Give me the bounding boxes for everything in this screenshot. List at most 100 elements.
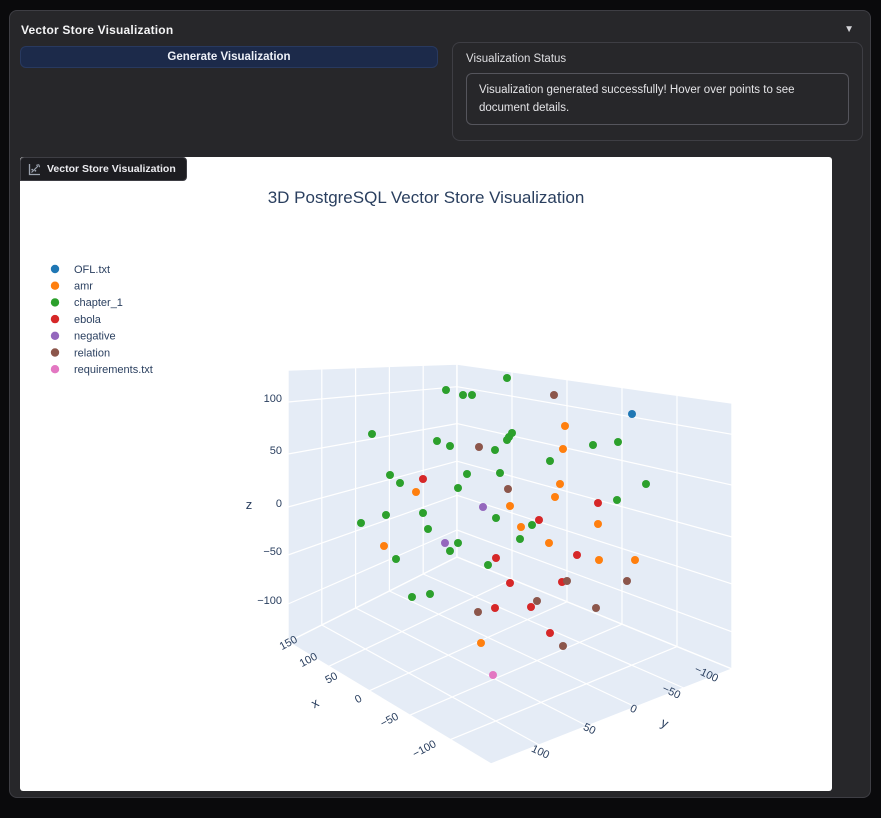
data-point-chapter_1[interactable] (424, 525, 432, 533)
page-title: Vector Store Visualization (21, 23, 174, 37)
scatter-chart-icon (28, 163, 41, 175)
legend-label: requirements.txt (74, 364, 153, 376)
data-point-chapter_1[interactable] (419, 509, 427, 517)
data-point-amr[interactable] (506, 502, 514, 510)
data-point-amr[interactable] (561, 422, 569, 430)
data-point-chapter_1[interactable] (528, 521, 536, 529)
data-point-relation[interactable] (533, 597, 541, 605)
legend-marker-icon (50, 331, 60, 340)
data-point-amr[interactable] (595, 556, 603, 564)
data-point-chapter_1[interactable] (492, 514, 500, 522)
data-point-chapter_1[interactable] (454, 484, 462, 492)
data-point-chapter_1[interactable] (516, 535, 524, 543)
data-point-chapter_1[interactable] (408, 593, 416, 601)
legend-item-amr[interactable]: amr (50, 281, 93, 293)
legend-item-relation[interactable]: relation (50, 347, 110, 359)
plot-chip-label: Vector Store Visualization (47, 163, 176, 175)
data-point-ebola[interactable] (506, 579, 514, 587)
data-point-ebola[interactable] (492, 554, 500, 562)
data-point-chapter_1[interactable] (491, 446, 499, 454)
data-point-amr[interactable] (551, 493, 559, 501)
data-point-chapter_1[interactable] (614, 438, 622, 446)
data-point-OFL.txt[interactable] (628, 410, 636, 418)
legend-item-OFL.txt[interactable]: OFL.txt (50, 264, 110, 276)
z-tick-label: 100 (264, 393, 282, 405)
generate-visualization-button[interactable]: Generate Visualization (20, 46, 438, 68)
data-point-relation[interactable] (623, 577, 631, 585)
legend-marker-icon (50, 264, 60, 274)
data-point-amr[interactable] (545, 539, 553, 547)
data-point-ebola[interactable] (535, 516, 543, 524)
data-point-amr[interactable] (477, 639, 485, 647)
legend-marker-icon (50, 314, 60, 324)
plot-canvas[interactable]: 3D PostgreSQL Vector Store Visualization… (20, 157, 832, 791)
data-point-relation[interactable] (474, 608, 482, 616)
data-point-relation[interactable] (550, 391, 558, 399)
legend-label: amr (74, 281, 93, 293)
collapse-chevron-icon[interactable]: ▼ (844, 24, 854, 35)
data-point-amr[interactable] (556, 480, 564, 488)
z-tick-label: 0 (276, 498, 282, 510)
data-point-chapter_1[interactable] (446, 547, 454, 555)
data-point-chapter_1[interactable] (442, 386, 450, 394)
data-point-ebola[interactable] (419, 475, 427, 483)
app-header: Vector Store Visualization ▼ (10, 11, 870, 43)
data-point-chapter_1[interactable] (642, 480, 650, 488)
data-point-amr[interactable] (517, 523, 525, 531)
data-point-chapter_1[interactable] (463, 470, 471, 478)
legend-label: chapter_1 (74, 297, 123, 309)
data-point-chapter_1[interactable] (382, 511, 390, 519)
legend-marker-icon (50, 348, 60, 357)
legend-marker-icon (50, 298, 60, 307)
data-point-ebola[interactable] (527, 603, 535, 611)
data-point-ebola[interactable] (594, 499, 602, 507)
data-point-chapter_1[interactable] (484, 561, 492, 569)
legend-item-chapter_1[interactable]: chapter_1 (50, 297, 123, 309)
data-point-chapter_1[interactable] (503, 374, 511, 382)
data-point-chapter_1[interactable] (392, 555, 400, 563)
data-point-amr[interactable] (559, 445, 567, 453)
data-point-chapter_1[interactable] (613, 496, 621, 504)
data-point-relation[interactable] (559, 642, 567, 650)
data-point-chapter_1[interactable] (546, 457, 554, 465)
data-point-ebola[interactable] (491, 604, 499, 612)
data-point-negative[interactable] (441, 539, 449, 547)
data-point-relation[interactable] (592, 604, 600, 612)
data-point-chapter_1[interactable] (368, 430, 376, 438)
data-point-relation[interactable] (504, 485, 512, 493)
data-point-requirements.txt[interactable] (489, 671, 497, 679)
data-point-chapter_1[interactable] (496, 469, 504, 477)
data-point-chapter_1[interactable] (446, 442, 454, 450)
data-point-amr[interactable] (594, 520, 602, 528)
scatter3d-scene[interactable]: 3D PostgreSQL Vector Store Visualization… (20, 157, 832, 791)
data-point-negative[interactable] (479, 503, 487, 511)
data-point-amr[interactable] (412, 488, 420, 496)
visualization-status-group: Visualization Status Visualization gener… (452, 42, 863, 141)
data-point-relation[interactable] (563, 577, 571, 585)
data-point-relation[interactable] (475, 443, 483, 451)
data-point-chapter_1[interactable] (503, 436, 511, 444)
data-point-chapter_1[interactable] (426, 590, 434, 598)
data-point-ebola[interactable] (546, 629, 554, 637)
data-point-chapter_1[interactable] (357, 519, 365, 527)
legend-item-ebola[interactable]: ebola (50, 314, 102, 326)
data-point-amr[interactable] (380, 542, 388, 550)
y-tick-label: 0 (628, 703, 639, 716)
data-point-chapter_1[interactable] (386, 471, 394, 479)
data-point-ebola[interactable] (573, 551, 581, 559)
y-axis-title: y (659, 715, 672, 732)
data-point-chapter_1[interactable] (396, 479, 404, 487)
data-point-amr[interactable] (631, 556, 639, 564)
legend-item-negative[interactable]: negative (50, 331, 116, 343)
data-point-chapter_1[interactable] (508, 429, 516, 437)
data-point-chapter_1[interactable] (589, 441, 597, 449)
legend-item-requirements.txt[interactable]: requirements.txt (50, 364, 153, 376)
status-textbox[interactable]: Visualization generated successfully! Ho… (466, 73, 849, 125)
data-point-chapter_1[interactable] (459, 391, 467, 399)
scatter-points[interactable] (357, 374, 650, 679)
data-point-chapter_1[interactable] (468, 391, 476, 399)
x-tick-label: 50 (323, 670, 339, 686)
data-point-chapter_1[interactable] (433, 437, 441, 445)
data-point-chapter_1[interactable] (454, 539, 462, 547)
